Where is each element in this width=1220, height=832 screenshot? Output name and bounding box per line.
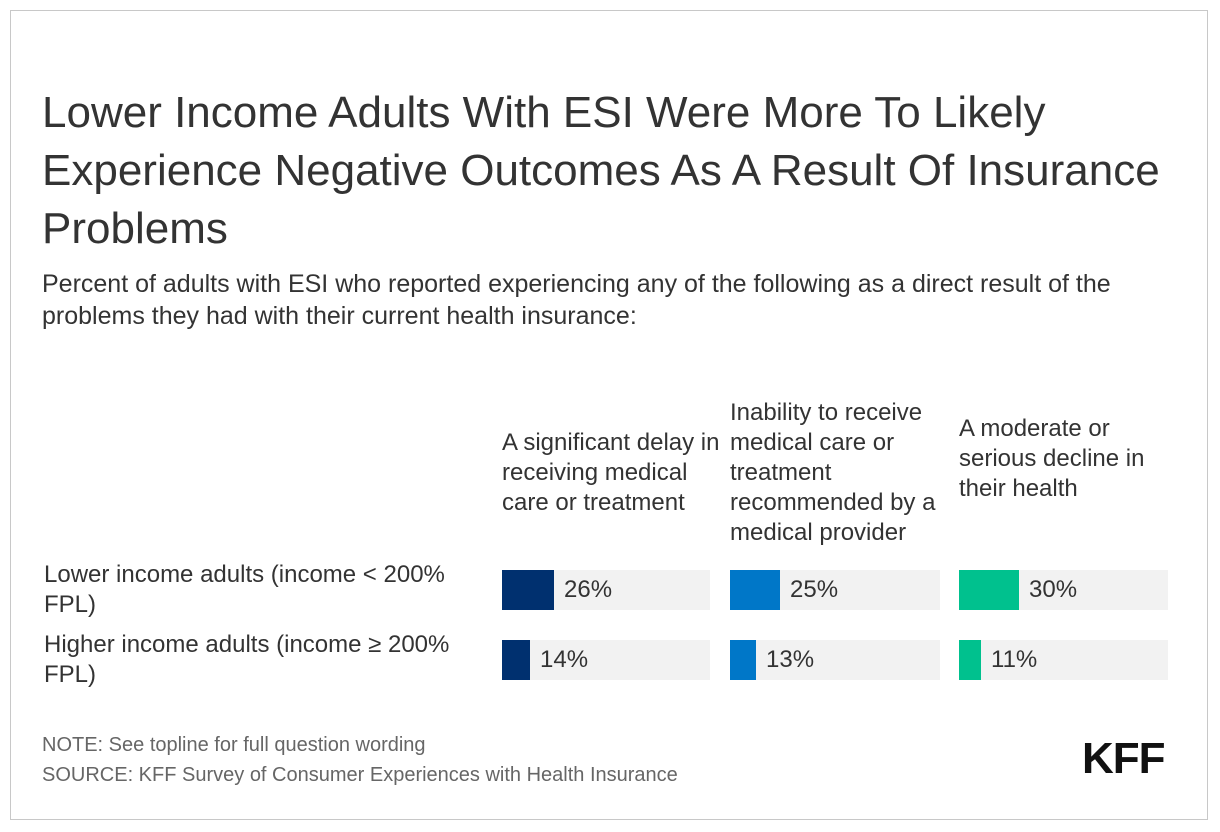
chart-title: Lower Income Adults With ESI Were More T… [42, 88, 1160, 253]
bar-value-label: 30% [1029, 576, 1078, 603]
bar [959, 640, 981, 680]
bar-track: 26% [502, 570, 710, 610]
bar-track: 25% [730, 570, 940, 610]
chart-subtitle: Percent of adults with ESI who reported … [42, 270, 1111, 330]
bar-track: 13% [730, 640, 940, 680]
column-header-delay-text: A significant delay in receiving medical… [502, 429, 720, 516]
chart-frame [10, 10, 1208, 820]
column-header-delay: A significant delay in receiving medical… [502, 370, 722, 518]
column-header-decline-text: A moderate or serious decline in their h… [959, 415, 1145, 502]
bar-track: 14% [502, 640, 710, 680]
bar-track: 11% [959, 640, 1168, 680]
note-text: NOTE: See topline for full question word… [42, 734, 426, 756]
column-header-inability: Inability to receive medical care or tre… [730, 370, 950, 548]
bar [730, 640, 756, 680]
column-header-inability-text: Inability to receive medical care or tre… [730, 399, 936, 546]
bar-value-label: 13% [766, 646, 815, 673]
kff-logo: KFF [1082, 734, 1166, 783]
bar [959, 570, 1019, 610]
bar-value-label: 14% [540, 646, 589, 673]
bar-value-label: 25% [790, 576, 839, 603]
row-label-higher-income: Higher income adults (income ≥ 200% FPL) [44, 631, 450, 688]
bar-track: 30% [959, 570, 1168, 610]
row-label-lower-income: Lower income adults (income < 200% FPL) [44, 561, 445, 618]
bar [502, 640, 530, 680]
bar-value-label: 11% [991, 646, 1038, 673]
bar [730, 570, 780, 610]
bar [502, 570, 554, 610]
bar-value-label: 26% [564, 576, 613, 603]
source-text: SOURCE: KFF Survey of Consumer Experienc… [42, 764, 678, 786]
column-header-decline: A moderate or serious decline in their h… [959, 370, 1179, 504]
